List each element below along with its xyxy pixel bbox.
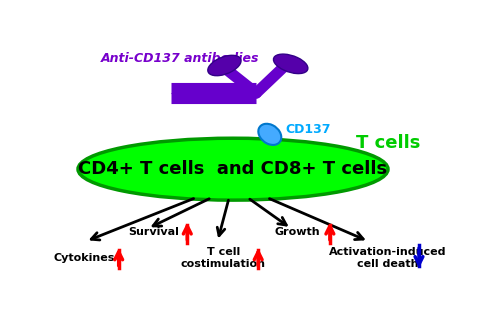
Text: CD4+ T cells  and CD8+ T cells: CD4+ T cells and CD8+ T cells [78,160,388,178]
Text: Cytokines: Cytokines [53,253,114,263]
Ellipse shape [258,124,281,145]
Text: Anti-CD137 antibodies: Anti-CD137 antibodies [101,52,260,65]
Text: T cell
costimulation: T cell costimulation [181,247,266,269]
Ellipse shape [274,54,308,74]
Ellipse shape [208,55,241,76]
Text: T cells: T cells [356,134,420,152]
Ellipse shape [78,138,388,200]
Text: Activation-induced
cell death: Activation-induced cell death [329,247,447,269]
Text: Growth: Growth [274,227,320,238]
Text: Survival: Survival [128,227,179,238]
Text: CD137: CD137 [286,123,331,136]
